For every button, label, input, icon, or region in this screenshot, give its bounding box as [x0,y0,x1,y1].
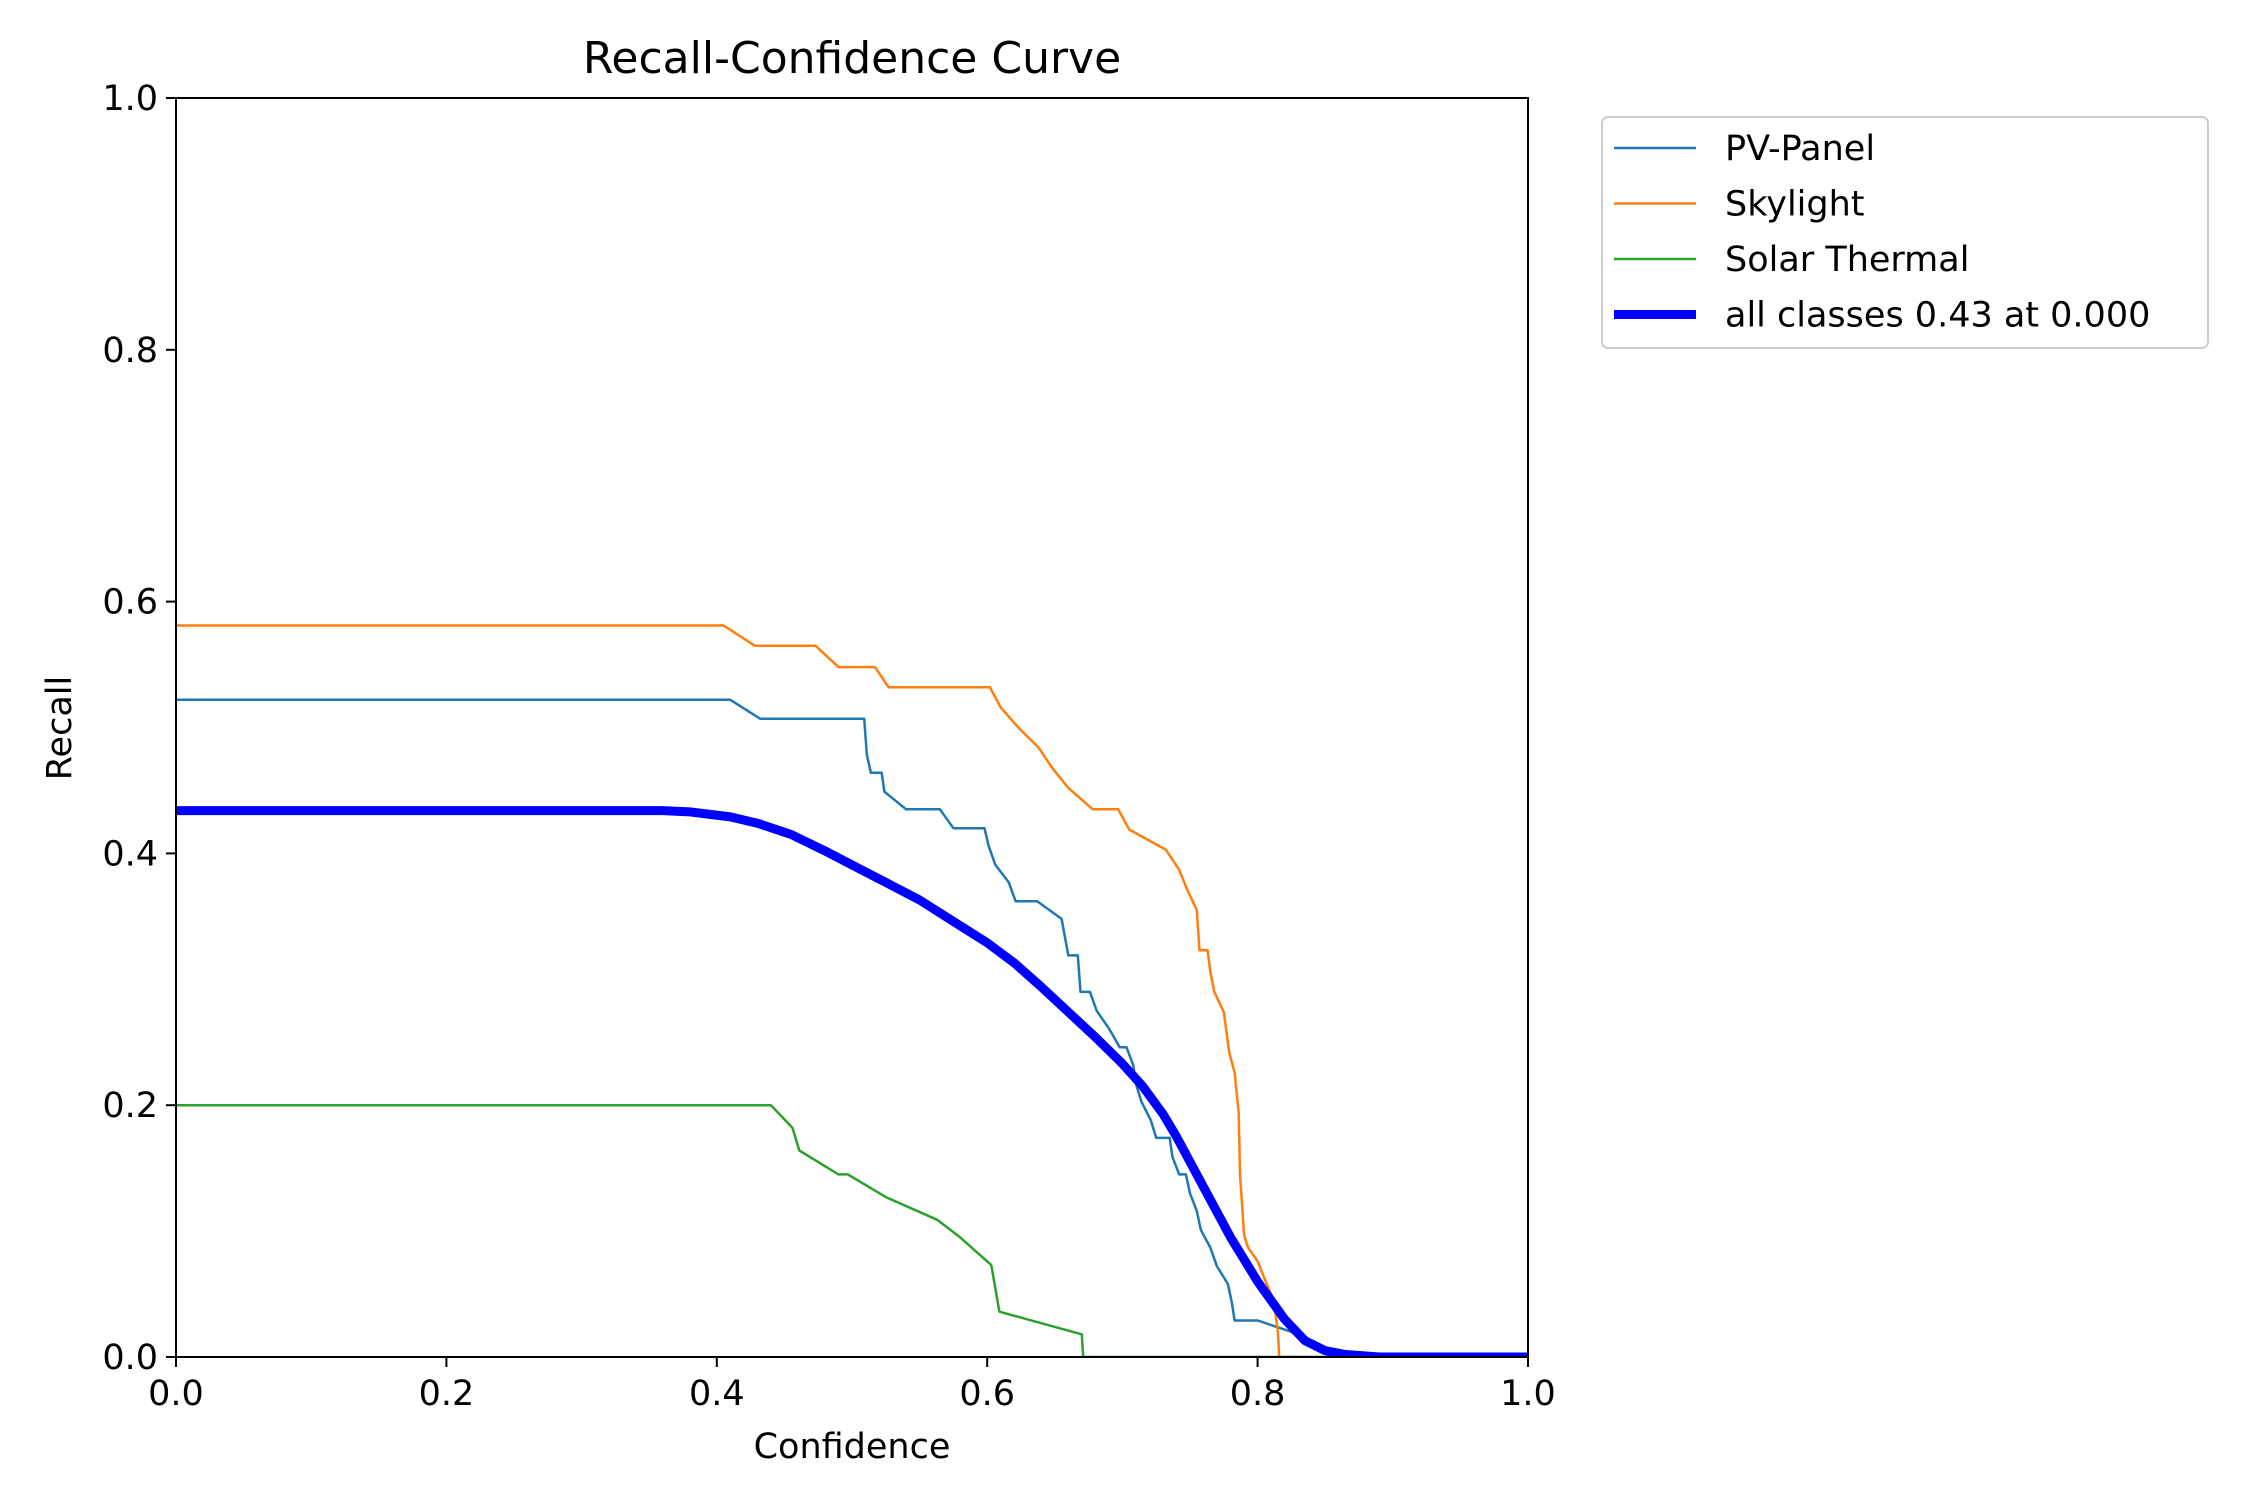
legend-label-skylight: Skylight [1725,185,1865,225]
y-axis-ticks: 0.0 0.2 0.4 0.6 0.8 1.0 [102,79,176,1378]
y-axis-label: Recall [40,676,80,780]
x-tick-label: 0.0 [148,1374,204,1414]
legend-label-all-classes-0-43-at-0-000: all classes 0.43 at 0.000 [1725,296,2150,336]
x-axis-label: Confidence [754,1427,951,1467]
y-tick-label: 1.0 [102,79,158,119]
series-line-solar-thermal [176,1103,1528,1357]
legend-label-pv-panel: PV-Panel [1725,129,1875,169]
x-tick-label: 0.8 [1230,1374,1286,1414]
plot-frame [175,97,1529,1358]
y-tick-label: 0.8 [102,331,158,371]
y-tick-label: 0.2 [102,1086,158,1126]
x-tick-label: 0.2 [419,1374,475,1414]
series-line-skylight [176,624,1528,1357]
x-tick-label: 0.6 [959,1374,1015,1414]
series-line-all-classes-0-43-at-0-000 [176,806,1528,1357]
x-axis-ticks: 0.0 0.2 0.4 0.6 0.8 1.0 [148,1357,1556,1414]
y-tick-label: 0.4 [102,834,158,874]
y-tick-label: 0.0 [102,1338,158,1378]
series-line-pv-panel [176,698,1528,1357]
chart-title: Recall-Confidence Curve [583,33,1121,84]
x-tick-label: 0.4 [689,1374,745,1414]
legend-items: PV-Panel Skylight Solar Thermal all classes… [1614,129,2150,336]
y-tick-label: 0.6 [102,583,158,623]
legend: PV-Panel Skylight Solar Thermal all classes… [1601,116,2209,349]
plot-series-group [176,624,1528,1357]
legend-box [1601,116,2209,349]
x-tick-label: 1.0 [1500,1374,1556,1414]
legend-label-solar-thermal: Solar Thermal [1725,240,1969,280]
